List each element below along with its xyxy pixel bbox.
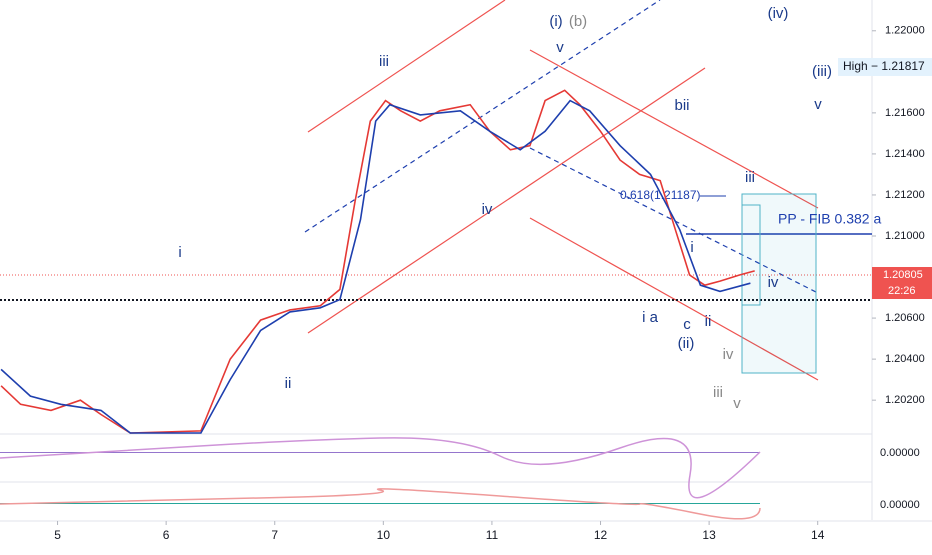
wave-label: (i) (549, 13, 562, 30)
pp-label: PP - FIB 0.382 a (778, 211, 881, 227)
channel-lines (307, 0, 819, 381)
high-badge (838, 58, 932, 76)
wave-label: iii (745, 169, 755, 186)
y-tick-label: 1.21200 (885, 189, 925, 201)
y-tick-label: 1.22000 (885, 25, 925, 37)
wave-label: iv (482, 201, 493, 218)
last-price: 1.20805 (883, 269, 923, 281)
fib-label: 0.618(1.21187) (620, 188, 701, 202)
wave-label: i (690, 239, 693, 256)
ma-line (0, 99, 751, 434)
x-tick-label: 10 (377, 528, 391, 542)
wave-label: ii (285, 375, 292, 392)
y-tick-label: 1.20400 (885, 353, 925, 365)
osc-zero-label: 0.00000 (880, 447, 920, 459)
wave-label: ii (705, 313, 712, 330)
wave-label: (b) (569, 13, 587, 30)
wave-label: bii (674, 97, 689, 114)
projection-box (741, 193, 817, 374)
price-badge (872, 267, 932, 299)
y-tick-label: 1.21600 (885, 107, 925, 119)
x-tick-label: 11 (486, 528, 499, 542)
x-tick-label: 6 (163, 528, 170, 542)
x-tick-label: 12 (594, 528, 608, 542)
projection-box (741, 204, 761, 306)
osc-zero-label: 0.00000 (880, 499, 920, 511)
ma-line (0, 89, 755, 434)
wave-label: (ii) (678, 335, 695, 352)
wave-label: v (814, 96, 822, 113)
countdown: 22:26 (888, 285, 916, 297)
wave-label: c (683, 316, 691, 333)
osc-line (0, 437, 761, 499)
wave-label: iv (723, 346, 734, 363)
y-tick-label: 1.20200 (885, 394, 925, 406)
dashed-trend (304, 0, 661, 233)
y-tick-label: 1.20600 (885, 312, 925, 324)
wave-label: iii (379, 53, 389, 70)
wave-label: i a (642, 309, 659, 326)
wave-label: (iii) (812, 63, 832, 80)
high-label: High − 1.21817 (843, 59, 925, 73)
wave-label: v (733, 395, 741, 412)
wave-label: (iv) (768, 5, 789, 22)
y-tick-label: 1.21400 (885, 148, 925, 160)
osc-line (0, 488, 761, 520)
wave-label: v (556, 39, 564, 56)
x-tick-label: 7 (271, 528, 278, 542)
x-tick-label: 13 (702, 528, 716, 542)
osc-zero (0, 503, 760, 504)
y-tick-label: 1.21000 (885, 230, 925, 242)
wave-label: iii (713, 384, 723, 401)
wave-label: i (178, 244, 181, 261)
osc-zero (0, 452, 760, 453)
wave-label: iv (768, 274, 779, 291)
x-tick-label: 5 (54, 528, 61, 542)
x-tick-label: 14 (811, 528, 825, 542)
